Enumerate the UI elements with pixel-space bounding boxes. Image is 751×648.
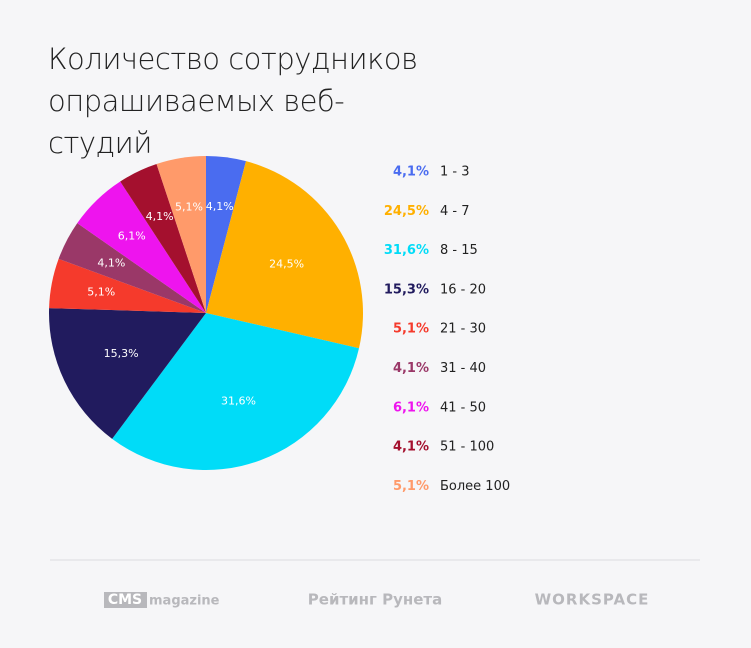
slice-label: 31,6% [221,394,256,407]
slice-label: 5,1% [87,286,115,299]
legend-label: 21 - 30 [440,322,486,337]
slice-label: 4,1% [206,200,234,213]
legend-value: 24,5% [384,204,429,219]
slice-label: 4,1% [146,210,174,223]
pie-slice [156,156,206,313]
footer-logo: WORKSPACE [535,591,650,609]
footer-logo: CMS [108,592,142,608]
legend-label: 4 - 7 [440,204,470,219]
legend-value: 5,1% [393,322,429,337]
legend-value: 4,1% [393,165,429,180]
legend-label: 41 - 50 [440,400,486,415]
footer-logo: magazine [149,594,220,609]
footer-logo: Рейтинг Рунета [308,591,442,609]
chart-title: Количество сотрудников опрашиваемых веб-… [48,42,418,160]
legend-label: 1 - 3 [440,165,470,180]
legend-value: 5,1% [393,479,429,494]
pie-slice [58,223,206,313]
legend-value: 6,1% [393,400,429,415]
legend-value: 4,1% [393,440,429,455]
pie-slice [206,156,246,313]
slice-label: 4,1% [97,257,125,270]
slice-label: 24,5% [269,257,304,270]
slice-label: 6,1% [118,229,146,242]
legend-label: 31 - 40 [440,361,486,376]
legend-value: 15,3% [384,282,429,297]
pie-slice [77,181,206,313]
legend-value: 4,1% [393,361,429,376]
slice-label: 15,3% [104,347,139,360]
pie-slice [120,163,206,313]
pie-slice [206,161,364,349]
cms-logo-box [104,592,147,608]
legend-value: 31,6% [384,243,429,258]
pie-slice [49,308,206,439]
legend-label: 51 - 100 [440,440,494,455]
legend-label: 8 - 15 [440,243,478,258]
slice-label: 5,1% [175,201,203,214]
pie-slice [112,313,360,471]
legend-label: 16 - 20 [440,282,486,297]
pie-slice [49,258,206,313]
legend-label: Более 100 [440,479,510,494]
